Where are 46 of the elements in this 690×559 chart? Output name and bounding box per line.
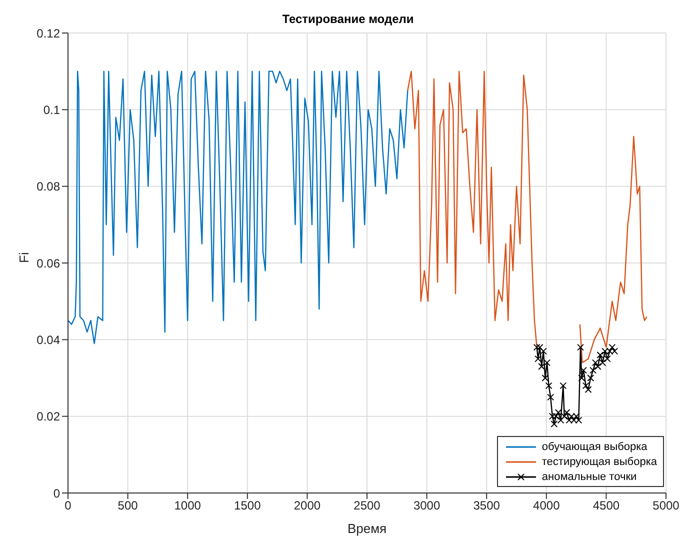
point (544, 359, 550, 366)
point (548, 412, 556, 420)
x-tick-label: 4000 (533, 498, 560, 513)
point (604, 355, 611, 362)
legend-label: тестирующая выборка (542, 456, 657, 468)
x-axis-title: Время (347, 521, 387, 536)
point (596, 352, 604, 358)
point (550, 420, 558, 428)
y-tick-label: 0.08 (36, 180, 60, 194)
x-tick-label: 2500 (354, 498, 381, 513)
point (584, 386, 592, 393)
point (582, 382, 590, 390)
point (590, 366, 597, 374)
legend-label: обучающая выборка (542, 440, 648, 452)
x-tick-label: 0 (64, 498, 72, 513)
point (608, 344, 616, 351)
point (538, 363, 546, 370)
x-tick-label: 3000 (413, 498, 440, 513)
x-tick-label: 2000 (294, 498, 321, 513)
point (534, 355, 542, 362)
point (576, 344, 584, 351)
line-series (68, 70, 408, 344)
y-axis-title: Fi (16, 252, 32, 263)
y-tick-label: 0.04 (36, 332, 60, 347)
x-tick-label: 1000 (174, 498, 202, 513)
point (540, 348, 547, 355)
point (545, 382, 552, 390)
y-tick-label: 0.02 (36, 410, 60, 424)
point (560, 382, 567, 390)
point (547, 394, 554, 401)
y-tick-label: 0.1 (43, 102, 60, 117)
y-tick-label: 0.06 (36, 256, 60, 270)
point (536, 344, 544, 351)
x-tick-label: 4500 (592, 498, 620, 513)
x-tick-label: 1500 (234, 498, 262, 513)
point (594, 363, 602, 370)
chart-title: Тестирование модели (281, 12, 415, 26)
point (542, 374, 549, 382)
point (580, 366, 587, 374)
y-tick-label: 0.12 (36, 26, 60, 40)
x-tick-label: 500 (118, 498, 138, 513)
y-tick-label: 0 (53, 486, 60, 500)
x-tick-label: 3500 (473, 498, 500, 513)
x-tick-label: 5000 (652, 498, 680, 513)
point (533, 344, 540, 351)
legend-label: аномальные точки (542, 470, 637, 482)
